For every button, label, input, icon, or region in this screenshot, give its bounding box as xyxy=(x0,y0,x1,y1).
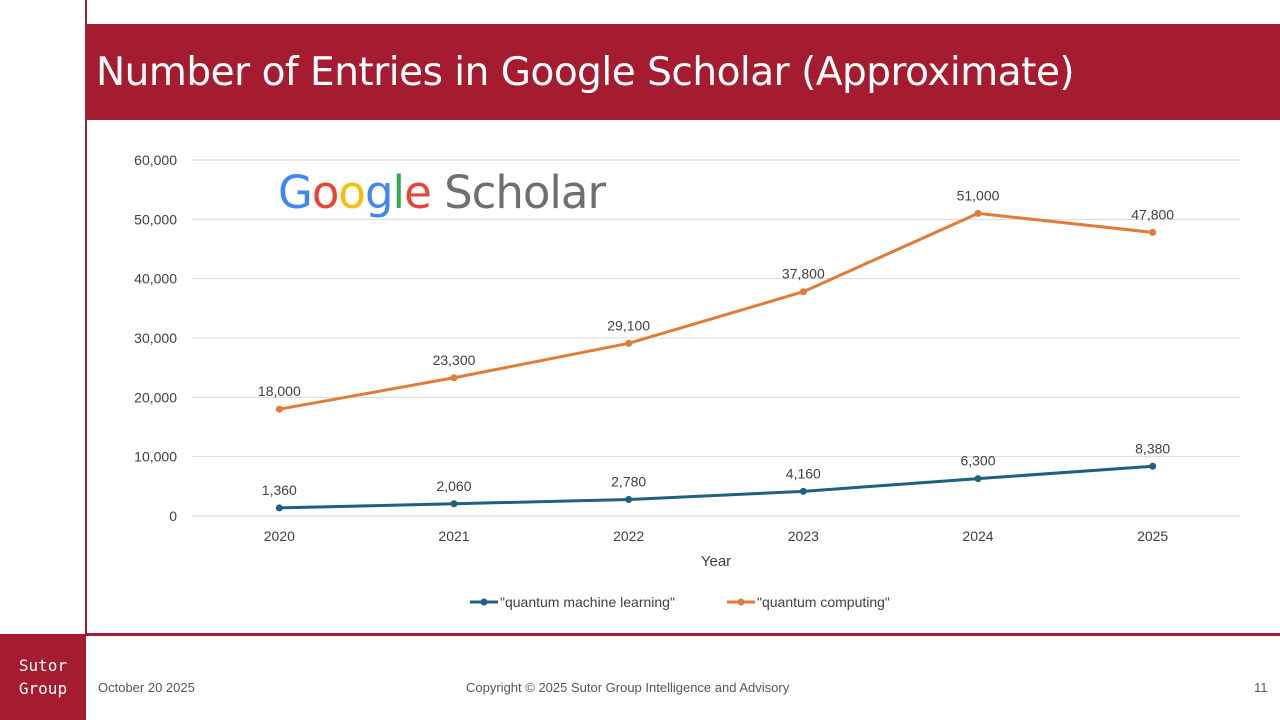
data-point xyxy=(275,405,283,413)
x-tick-label: 2025 xyxy=(1137,528,1168,544)
google-letter: e xyxy=(404,166,432,219)
data-point xyxy=(799,487,807,495)
slide-title: Number of Entries in Google Scholar (App… xyxy=(96,49,1075,95)
data-label: 2,780 xyxy=(611,474,646,490)
y-tick-label: 40,000 xyxy=(134,271,177,287)
data-label: 2,060 xyxy=(436,478,471,494)
google-letter: G xyxy=(278,166,313,219)
data-label: 18,000 xyxy=(258,383,301,399)
data-point xyxy=(450,374,458,382)
data-point xyxy=(625,339,633,347)
data-point xyxy=(974,475,982,483)
scholar-wordmark: Scholar xyxy=(444,166,606,219)
data-label: 4,160 xyxy=(786,465,821,481)
legend-label: "quantum machine learning" xyxy=(500,594,675,610)
data-point xyxy=(450,500,458,508)
google-wordmark: Google xyxy=(278,166,432,219)
x-axis-title: Year xyxy=(701,553,731,570)
data-label: 1,360 xyxy=(262,482,297,498)
data-point xyxy=(275,504,283,512)
data-label: 51,000 xyxy=(957,187,1000,203)
y-tick-label: 0 xyxy=(169,508,177,524)
legend-marker xyxy=(737,598,745,606)
google-letter: l xyxy=(392,166,405,219)
x-tick-label: 2024 xyxy=(962,528,993,544)
x-tick-label: 2023 xyxy=(788,528,819,544)
y-tick-label: 60,000 xyxy=(134,152,177,168)
google-letter: o xyxy=(311,166,340,219)
footer-date: October 20 2025 xyxy=(98,680,195,695)
data-point xyxy=(1149,228,1157,236)
google-letter: o xyxy=(338,166,366,219)
y-tick-label: 30,000 xyxy=(134,330,177,346)
left-accent-line xyxy=(85,0,87,636)
x-tick-label: 2022 xyxy=(613,528,644,544)
data-label: 23,300 xyxy=(433,352,476,368)
data-point xyxy=(799,288,807,296)
data-label: 8,380 xyxy=(1135,440,1170,456)
x-tick-label: 2021 xyxy=(438,528,469,544)
y-tick-label: 50,000 xyxy=(134,211,177,227)
data-point xyxy=(974,209,982,217)
logo-line-1: Sutor xyxy=(18,656,68,675)
data-label: 6,300 xyxy=(960,453,995,469)
data-label: 37,800 xyxy=(782,266,825,282)
title-bar: Number of Entries in Google Scholar (App… xyxy=(86,24,1280,120)
series-line xyxy=(277,464,1155,510)
footer-divider xyxy=(85,633,1280,636)
legend-marker xyxy=(480,598,488,606)
x-tick-label: 2020 xyxy=(264,528,295,544)
logo-line-2: Group xyxy=(18,679,68,698)
legend-label: "quantum computing" xyxy=(757,594,890,610)
footer-copyright: Copyright © 2025 Sutor Group Intelligenc… xyxy=(466,680,790,695)
series-line xyxy=(277,211,1155,411)
data-point xyxy=(625,496,633,504)
data-label: 47,800 xyxy=(1131,206,1174,222)
y-tick-label: 20,000 xyxy=(134,389,177,405)
google-scholar-logo: Google Scholar xyxy=(278,166,606,219)
y-tick-label: 10,000 xyxy=(134,449,177,465)
data-point xyxy=(1149,462,1157,470)
data-label: 29,100 xyxy=(607,317,650,333)
google-letter: g xyxy=(364,166,394,219)
sutor-group-logo: Sutor Group xyxy=(0,634,86,720)
page-number: 11 xyxy=(1254,680,1268,695)
